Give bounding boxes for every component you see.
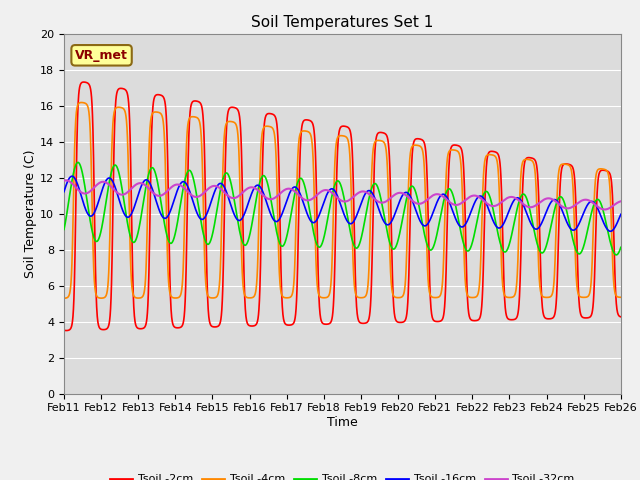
- Tsoil -16cm: [60, 189, 68, 194]
- Tsoil -32cm: [62, 178, 70, 183]
- Tsoil -4cm: [397, 294, 404, 300]
- Y-axis label: Soil Temperature (C): Soil Temperature (C): [24, 149, 37, 278]
- Tsoil -4cm: [77, 100, 85, 106]
- Tsoil -8cm: [617, 244, 625, 250]
- Tsoil -4cm: [180, 254, 188, 260]
- Tsoil -8cm: [60, 227, 68, 232]
- Tsoil -16cm: [617, 212, 625, 217]
- Tsoil -32cm: [564, 205, 572, 211]
- Tsoil -2cm: [564, 161, 572, 167]
- Tsoil -8cm: [180, 184, 188, 190]
- Text: VR_met: VR_met: [75, 49, 128, 62]
- Tsoil -16cm: [406, 194, 414, 200]
- Tsoil -16cm: [607, 228, 614, 234]
- Line: Tsoil -8cm: Tsoil -8cm: [64, 162, 621, 255]
- Tsoil -2cm: [63, 328, 70, 334]
- Tsoil -4cm: [617, 294, 625, 300]
- Line: Tsoil -4cm: Tsoil -4cm: [64, 103, 621, 298]
- Tsoil -16cm: [617, 212, 625, 217]
- Tsoil -2cm: [80, 79, 88, 85]
- Tsoil -32cm: [617, 198, 625, 204]
- Tsoil -8cm: [397, 225, 404, 231]
- Tsoil -8cm: [564, 214, 572, 220]
- Tsoil -2cm: [617, 314, 625, 320]
- Tsoil -2cm: [407, 191, 415, 197]
- Tsoil -8cm: [406, 184, 414, 190]
- Tsoil -4cm: [564, 162, 572, 168]
- Tsoil -8cm: [617, 245, 625, 251]
- Tsoil -16cm: [564, 222, 572, 228]
- Tsoil -16cm: [216, 180, 223, 186]
- Tsoil -4cm: [407, 148, 415, 154]
- Tsoil -16cm: [180, 179, 188, 184]
- Tsoil -8cm: [74, 159, 82, 165]
- Tsoil -32cm: [216, 185, 223, 191]
- Tsoil -32cm: [601, 206, 609, 212]
- Tsoil -2cm: [180, 318, 188, 324]
- Tsoil -8cm: [216, 191, 223, 197]
- Tsoil -32cm: [406, 196, 414, 202]
- Tsoil -32cm: [180, 184, 188, 190]
- Line: Tsoil -32cm: Tsoil -32cm: [64, 180, 621, 209]
- Tsoil -2cm: [60, 327, 68, 333]
- X-axis label: Time: Time: [327, 416, 358, 429]
- Tsoil -32cm: [397, 190, 404, 196]
- Tsoil -32cm: [60, 178, 68, 184]
- Title: Soil Temperatures Set 1: Soil Temperatures Set 1: [252, 15, 433, 30]
- Tsoil -4cm: [60, 295, 68, 301]
- Tsoil -4cm: [617, 294, 625, 300]
- Tsoil -16cm: [68, 173, 76, 179]
- Tsoil -2cm: [397, 320, 404, 325]
- Tsoil -32cm: [617, 198, 625, 204]
- Line: Tsoil -2cm: Tsoil -2cm: [64, 82, 621, 331]
- Tsoil -2cm: [216, 321, 223, 327]
- Line: Tsoil -16cm: Tsoil -16cm: [64, 176, 621, 231]
- Tsoil -2cm: [617, 314, 625, 320]
- Tsoil -8cm: [612, 252, 620, 258]
- Tsoil -16cm: [397, 196, 404, 202]
- Legend: Tsoil -2cm, Tsoil -4cm, Tsoil -8cm, Tsoil -16cm, Tsoil -32cm: Tsoil -2cm, Tsoil -4cm, Tsoil -8cm, Tsoi…: [106, 470, 579, 480]
- Tsoil -4cm: [216, 276, 223, 282]
- Tsoil -4cm: [60, 295, 68, 301]
